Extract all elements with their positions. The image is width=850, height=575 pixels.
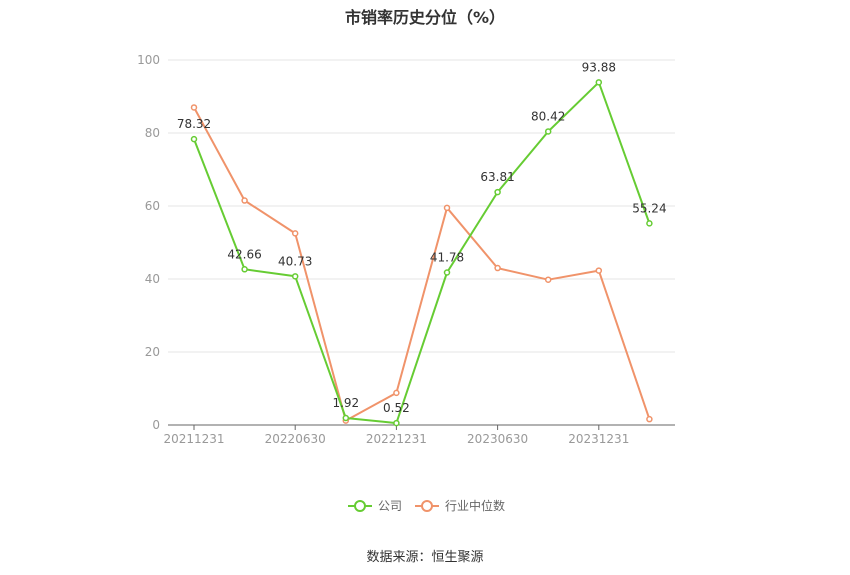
legend-marker-0 [354,500,366,512]
data-point [342,414,350,422]
data-point [494,188,501,196]
y-tick-label: 20 [145,345,160,359]
series-line-1 [193,106,651,422]
chart-title: 市销率历史分位（%） [344,8,506,27]
data-point [544,128,552,135]
data-point [443,204,451,212]
x-tick-label: 20230630 [467,432,528,446]
data-point [443,269,451,276]
y-axis-tick-labels: 0 20 40 60 80 100 [137,53,160,432]
series-lines [193,81,651,425]
y-tick-label: 80 [145,126,160,140]
x-tick-label: 20220630 [265,432,326,446]
data-point [595,267,603,274]
x-axis [168,424,675,430]
data-label: 63.81 [480,170,514,184]
data-labels: 78.32 42.66 40.73 1.92 0.52 41.78 63.81 80.42 93… [177,60,667,415]
y-tick-label: 60 [145,199,160,213]
data-point [190,135,198,143]
legend-label-0: 公司 [378,499,402,513]
data-point [291,230,299,237]
x-tick-label: 20221231 [366,432,427,446]
data-label: 78.32 [177,117,211,131]
data-point [595,79,603,86]
data-label: 55.24 [632,201,666,215]
y-tick-label: 100 [137,53,160,67]
data-point [646,220,653,227]
data-point [646,415,653,423]
data-label: 93.88 [582,60,616,74]
data-point [241,266,248,273]
data-point [291,273,299,280]
data-label: 41.78 [430,251,464,265]
data-point [190,104,198,111]
y-tick-label: 40 [145,272,160,286]
series-points [190,79,653,427]
x-tick-label: 20231231 [568,432,629,446]
legend-label-1: 行业中位数 [445,498,505,513]
data-label: 0.52 [383,401,410,415]
y-tick-label: 0 [152,418,160,432]
data-label: 80.42 [531,109,565,123]
legend: 公司 行业中位数 [348,498,505,513]
data-point [544,276,552,283]
data-point [393,419,400,427]
data-label: 40.73 [278,254,312,268]
x-tick-label: 20211231 [163,432,224,446]
data-source: 数据来源：恒生聚源 [366,550,484,565]
data-point [241,197,248,204]
legend-marker-1 [421,500,433,512]
series-line-0 [193,81,651,425]
grid-lines [168,59,675,353]
x-axis-tick-labels: 20211231 20220630 20221231 20230630 20231231 [163,432,629,446]
data-label: 42.66 [227,247,261,261]
data-point [494,264,501,272]
data-point [393,389,400,397]
data-label: 1.92 [332,396,359,410]
